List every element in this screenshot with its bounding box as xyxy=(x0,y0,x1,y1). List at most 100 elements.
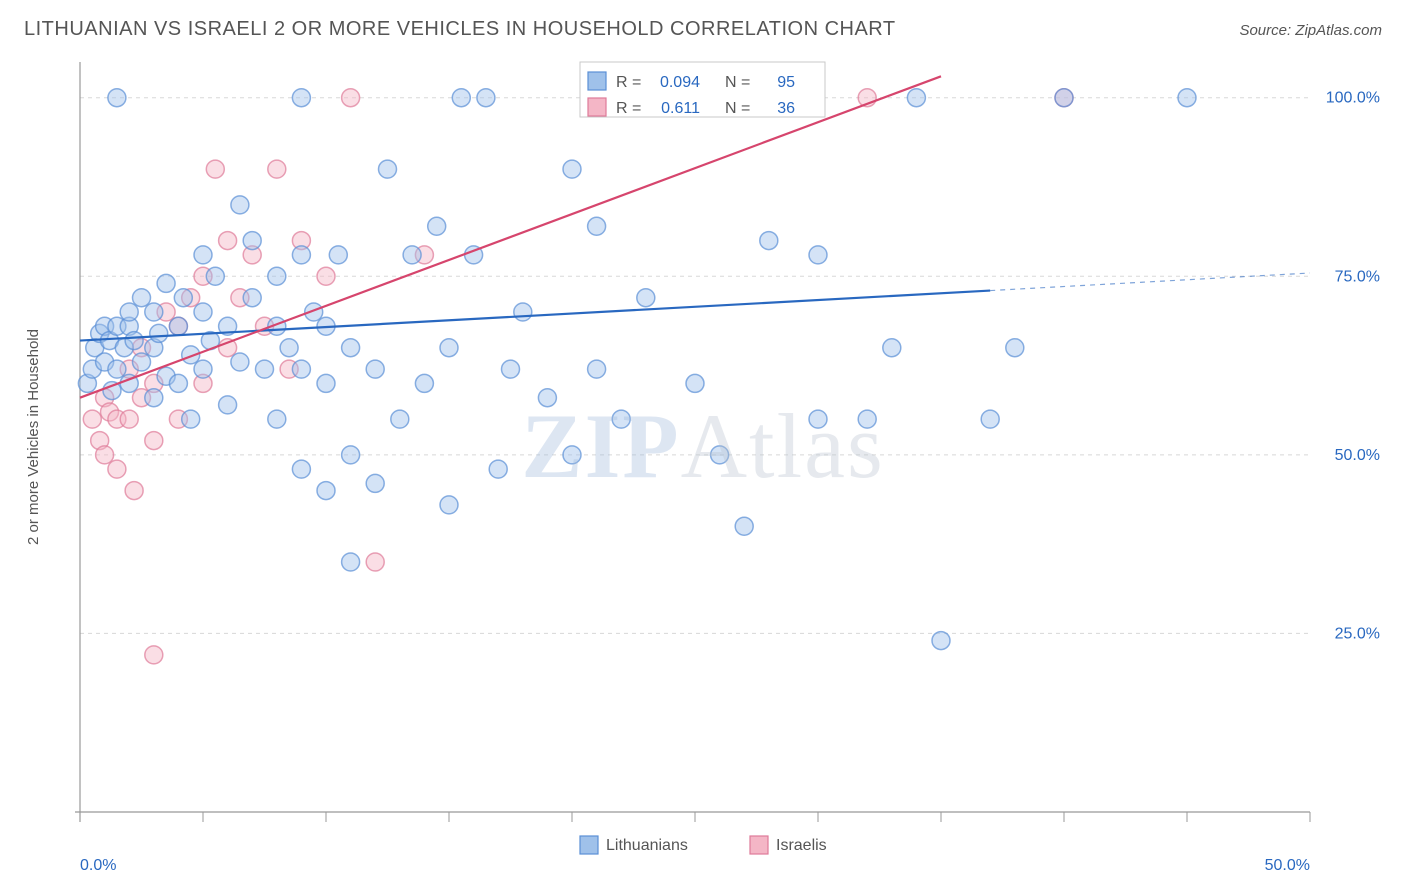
x-tick-label: 50.0% xyxy=(1265,857,1310,872)
lithuanians-point xyxy=(711,446,729,464)
lithuanians-point xyxy=(169,317,187,335)
israelis-point xyxy=(83,410,101,428)
lithuanians-point xyxy=(1178,89,1196,107)
lithuanians-point xyxy=(809,246,827,264)
lithuanians-point xyxy=(858,410,876,428)
lithuanians-point xyxy=(317,482,335,500)
y-tick-label: 100.0% xyxy=(1326,90,1380,107)
lithuanians-point xyxy=(206,267,224,285)
israelis-point xyxy=(366,553,384,571)
lithuanians-point xyxy=(502,360,520,378)
y-tick-label: 75.0% xyxy=(1335,268,1380,285)
lithuanians-point xyxy=(538,389,556,407)
lithuanians-point xyxy=(1055,89,1073,107)
lithuanians-point xyxy=(194,246,212,264)
lithuanians-point xyxy=(366,360,384,378)
lithuanians-point xyxy=(403,246,421,264)
legend-r-value: 0.094 xyxy=(660,74,700,91)
lithuanians-point xyxy=(735,517,753,535)
lithuanians-point xyxy=(809,410,827,428)
lithuanians-point xyxy=(108,360,126,378)
lithuanians-point xyxy=(1006,339,1024,357)
israelis-point xyxy=(206,160,224,178)
lithuanians-point xyxy=(108,89,126,107)
lithuanians-point xyxy=(379,160,397,178)
lithuanians-point xyxy=(150,324,168,342)
lithuanians-trendline-extrapolated xyxy=(990,273,1310,291)
lithuanians-point xyxy=(231,196,249,214)
lithuanians-point xyxy=(452,89,470,107)
chart-title: LITHUANIAN VS ISRAELI 2 OR MORE VEHICLES… xyxy=(24,18,896,41)
lithuanians-point xyxy=(514,303,532,321)
legend-n-value: 36 xyxy=(777,100,795,117)
lithuanians-point xyxy=(268,410,286,428)
lithuanians-point xyxy=(243,289,261,307)
lithuanians-point xyxy=(981,410,999,428)
israelis-trendline xyxy=(80,76,941,397)
israelis-point xyxy=(219,232,237,250)
lithuanians-point xyxy=(907,89,925,107)
lithuanians-point xyxy=(342,339,360,357)
israelis-point xyxy=(125,482,143,500)
lithuanians-trendline xyxy=(80,291,990,341)
lithuanians-point xyxy=(477,89,495,107)
lithuanians-point xyxy=(157,274,175,292)
israelis-point xyxy=(108,460,126,478)
lithuanians-point xyxy=(292,360,310,378)
israelis-point xyxy=(96,446,114,464)
legend-r-value: 0.611 xyxy=(661,100,700,117)
legend-swatch xyxy=(588,72,606,90)
lithuanians-point xyxy=(133,353,151,371)
lithuanians-point xyxy=(292,246,310,264)
lithuanians-point xyxy=(440,339,458,357)
legend-bottom-label: Lithuanians xyxy=(606,837,688,854)
source-attribution: Source: ZipAtlas.com xyxy=(1239,22,1382,39)
lithuanians-point xyxy=(133,289,151,307)
lithuanians-point xyxy=(280,339,298,357)
legend-bottom-label: Israelis xyxy=(776,837,827,854)
legend-bottom-swatch xyxy=(580,836,598,854)
legend-n-value: 95 xyxy=(777,74,795,91)
israelis-point xyxy=(342,89,360,107)
legend-swatch xyxy=(588,98,606,116)
lithuanians-point xyxy=(120,303,138,321)
y-axis-title: 2 or more Vehicles in Household xyxy=(25,329,42,545)
lithuanians-point xyxy=(317,374,335,392)
scatter-chart: 0.0% 50.0% 25.0% 50.0% 75.0% 100.0% 2 or more … xyxy=(20,52,1386,872)
lithuanians-point xyxy=(329,246,347,264)
legend-n-label: N = xyxy=(725,74,750,91)
lithuanians-point xyxy=(612,410,630,428)
lithuanians-point xyxy=(231,353,249,371)
lithuanians-point xyxy=(686,374,704,392)
israelis-point xyxy=(145,646,163,664)
lithuanians-point xyxy=(292,89,310,107)
israelis-point xyxy=(268,160,286,178)
lithuanians-point xyxy=(243,232,261,250)
lithuanians-point xyxy=(174,289,192,307)
lithuanians-point xyxy=(219,396,237,414)
lithuanians-point xyxy=(145,389,163,407)
lithuanians-point xyxy=(760,232,778,250)
x-tick-label: 0.0% xyxy=(80,857,116,872)
lithuanians-point xyxy=(125,332,143,350)
y-tick-label: 25.0% xyxy=(1335,625,1380,642)
chart-container: 0.0% 50.0% 25.0% 50.0% 75.0% 100.0% 2 or more … xyxy=(20,52,1386,872)
israelis-point xyxy=(145,432,163,450)
lithuanians-point xyxy=(883,339,901,357)
lithuanians-point xyxy=(256,360,274,378)
lithuanians-point xyxy=(342,553,360,571)
y-tick-label: 50.0% xyxy=(1335,447,1380,464)
lithuanians-point xyxy=(366,474,384,492)
lithuanians-point xyxy=(292,460,310,478)
legend-r-label: R = xyxy=(616,100,641,117)
israelis-point xyxy=(317,267,335,285)
lithuanians-point xyxy=(489,460,507,478)
lithuanians-point xyxy=(440,496,458,514)
lithuanians-point xyxy=(169,374,187,392)
lithuanians-point xyxy=(932,632,950,650)
legend-r-label: R = xyxy=(616,74,641,91)
israelis-point xyxy=(120,410,138,428)
legend-n-label: N = xyxy=(725,100,750,117)
lithuanians-point xyxy=(563,446,581,464)
lithuanians-point xyxy=(268,267,286,285)
